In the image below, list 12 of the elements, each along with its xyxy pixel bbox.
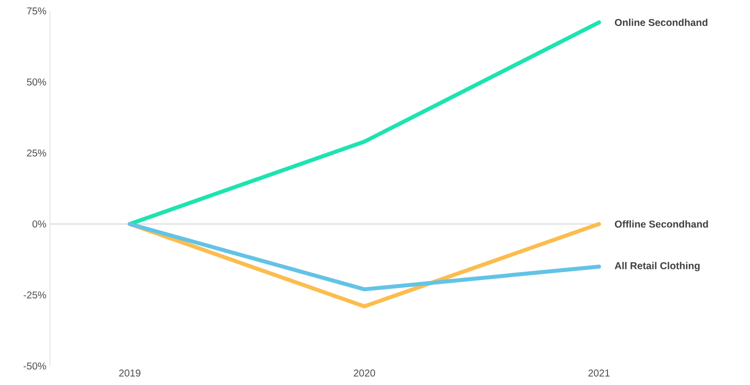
x-tick-label: 2021 [588, 370, 610, 377]
y-tick-label: 25% [27, 149, 46, 157]
y-tick-label: 75% [27, 7, 46, 14]
series-label: Online Secondhand [614, 18, 708, 26]
y-tick-label: 50% [26, 78, 46, 86]
y-tick-label: 0% [32, 220, 46, 228]
x-tick-label: 2019 [119, 370, 140, 377]
y-tick-label: -50% [24, 362, 46, 370]
y-tick-label: -25% [24, 291, 46, 299]
series-label: Offline Secondhand [614, 220, 708, 228]
series-label: All Retail Clothing [614, 262, 700, 272]
x-tick-label: 2020 [354, 370, 376, 377]
